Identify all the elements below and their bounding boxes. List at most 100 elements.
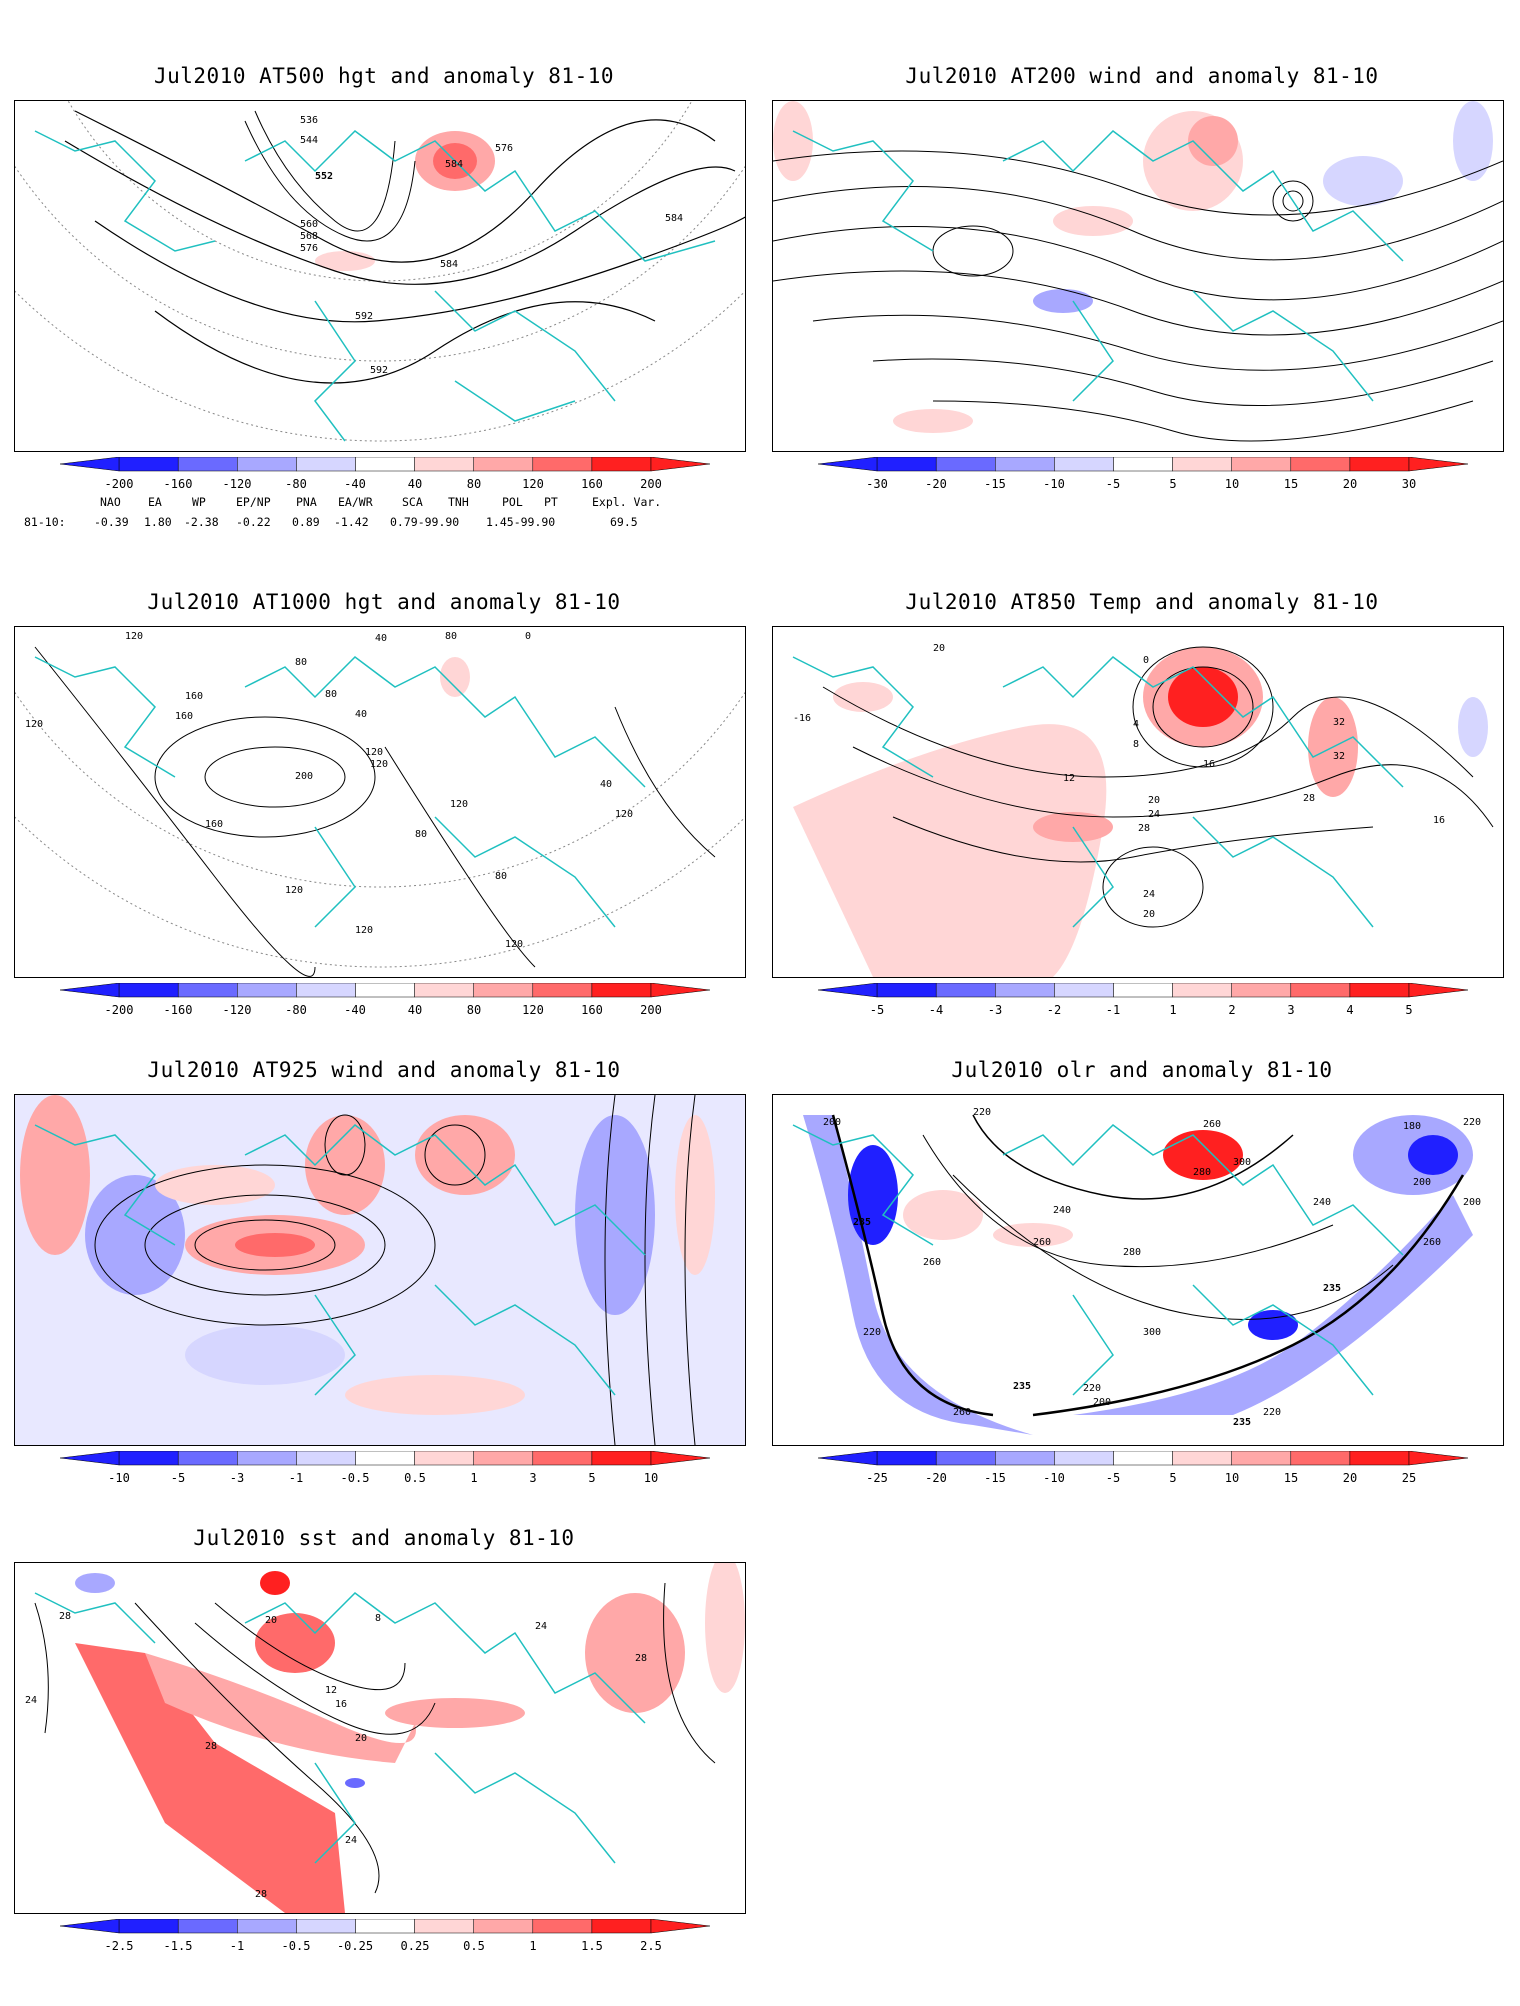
contour-label: 120	[365, 747, 383, 758]
colorbar: -200 -160 -120 -80 -40 40 80 120 160 200	[60, 983, 710, 1043]
colorbar: -2.5 -1.5 -1 -0.5 -0.25 0.25 0.5 1 1.5 2…	[60, 1919, 710, 1979]
colorbar-label: -1	[1105, 1003, 1121, 1017]
colorbar-label: 0.5	[463, 1939, 485, 1953]
contour-label: 120	[370, 759, 388, 770]
contour-label: 200	[295, 771, 313, 782]
colorbar-swatch	[995, 983, 1055, 998]
colorbar-label: -20	[925, 1471, 947, 1485]
contour-label: 8	[375, 1613, 381, 1624]
colorbar-swatch	[1290, 457, 1351, 472]
colorbar-label: 5	[588, 1471, 596, 1485]
colorbar-labels: -2.5 -1.5 -1 -0.5 -0.25 0.25 0.5 1 1.5 2…	[60, 1939, 710, 1955]
colorbar-swatch	[1172, 1451, 1232, 1466]
contour-label: 20	[355, 1733, 367, 1744]
colorbar: -200 -160 -120 -80 -40 40 80 120 160 200	[60, 457, 710, 517]
colorbar-label: -0.25	[336, 1939, 374, 1953]
panel-title: Jul2010 sst and anomaly 81-10	[193, 1526, 575, 1550]
colorbar-swatch	[296, 983, 356, 998]
colorbar-arrow-right	[650, 1451, 710, 1466]
contour-label: 160	[205, 819, 223, 830]
colorbar-label: 120	[522, 477, 544, 491]
contour-label: -16	[793, 713, 811, 724]
colorbar-labels: -25 -20 -15 -10 -5 5 10 15 20 25	[818, 1471, 1468, 1487]
map-graphic	[773, 101, 1503, 442]
tele-header: TNH	[448, 495, 469, 509]
contour-label: 4	[1133, 719, 1139, 730]
colorbar-label: 80	[466, 1003, 482, 1017]
colorbar-label: -200	[104, 1003, 134, 1017]
colorbar-label: -3	[987, 1003, 1003, 1017]
colorbar-swatch	[591, 983, 652, 998]
colorbar-label: 5	[1169, 1471, 1177, 1485]
contour-label: 200	[1093, 1397, 1111, 1408]
tele-header: NAO	[100, 495, 121, 509]
colorbar-label: -120	[222, 1003, 252, 1017]
colorbar-swatch	[591, 457, 652, 472]
colorbar: -10 -5 -3 -1 -0.5 0.5 1 3 5 10	[60, 1451, 710, 1511]
contour-label: 24	[535, 1621, 547, 1632]
map-graphic: 536 544 552 560 568 576 584 576 584 584 …	[15, 101, 745, 442]
contour-label: 12	[325, 1685, 337, 1696]
contour-label: 40	[375, 633, 387, 644]
map-graphic: 200 235 220 260 220 240 260 280 300 180 …	[792, 1107, 1481, 1435]
colorbar-arrow-left	[60, 457, 120, 472]
colorbar-arrow-right	[1408, 1451, 1468, 1466]
contour-label: 28	[1303, 793, 1315, 804]
colorbar-arrow-left	[60, 983, 120, 998]
contour-label: 24	[1148, 809, 1160, 820]
tele-value: 0.89	[292, 515, 320, 529]
contour-label: 28	[59, 1611, 71, 1622]
colorbar-swatch	[1172, 983, 1232, 998]
colorbar-swatch	[118, 457, 179, 472]
contour-label: 200	[823, 1117, 841, 1128]
panel-at925-wind: Jul2010 AT925 wind and anomaly 81-10	[14, 1058, 754, 1538]
tele-value: 69.5	[610, 515, 638, 529]
map-graphic: -16 20 0 4 8 12 16 20 24 28 32 32 28 16 …	[792, 643, 1494, 977]
colorbar-label: -160	[163, 477, 193, 491]
contour-label: 120	[505, 939, 523, 950]
colorbar-label: -30	[866, 477, 888, 491]
tele-value: 0.79-99.90	[390, 515, 460, 529]
colorbar: -25 -20 -15 -10 -5 5 10 15 20 25	[818, 1451, 1468, 1511]
colorbar-swatch	[1054, 983, 1114, 998]
colorbar-label: 160	[581, 1003, 603, 1017]
colorbar-label: 3	[529, 1471, 537, 1485]
contour-label: 160	[185, 691, 203, 702]
colorbar-arrow-left	[60, 1451, 120, 1466]
colorbar-label: 15	[1283, 1471, 1299, 1485]
contour-label: 280	[1123, 1247, 1141, 1258]
contour-label: 260	[953, 1407, 971, 1418]
colorbar-swatch	[591, 1919, 652, 1934]
colorbar-label: 80	[466, 477, 482, 491]
tele-value: -1.42	[334, 515, 369, 529]
colorbar-swatch	[1290, 1451, 1351, 1466]
colorbar-label: 3	[1287, 1003, 1295, 1017]
colorbar-swatch	[118, 983, 179, 998]
tele-header: POL	[502, 495, 523, 509]
contour-label: 80	[495, 871, 507, 882]
contour-label: 584	[445, 159, 463, 170]
colorbar-swatch	[237, 1919, 297, 1934]
contour-label: 12	[1063, 773, 1075, 784]
contour-label: 235	[1013, 1381, 1031, 1392]
colorbar-label: 30	[1401, 477, 1417, 491]
colorbar-label: -4	[928, 1003, 944, 1017]
contour-label: 544	[300, 135, 318, 146]
contour-label: 160	[175, 711, 193, 722]
contour-label: 24	[345, 1835, 357, 1846]
colorbar-label: -1	[229, 1939, 245, 1953]
contour-label: 16	[335, 1699, 347, 1710]
colorbar-label: 2	[1228, 1003, 1236, 1017]
contour-label: 220	[863, 1327, 881, 1338]
colorbar-swatch	[237, 457, 297, 472]
colorbar-swatch	[1113, 457, 1173, 472]
map-at925	[14, 1094, 746, 1446]
colorbar-label: 200	[640, 1003, 662, 1017]
colorbar-label: -10	[1043, 477, 1065, 491]
tele-value: -0.39	[94, 515, 129, 529]
colorbar-swatch	[237, 983, 297, 998]
colorbar: -30 -20 -15 -10 -5 5 10 15 20 30	[818, 457, 1468, 517]
contour-label: 120	[125, 631, 143, 642]
colorbar-label: 10	[1224, 477, 1240, 491]
panel-olr: Jul2010 olr and anomaly 81-10 200 235 22…	[772, 1058, 1512, 1538]
